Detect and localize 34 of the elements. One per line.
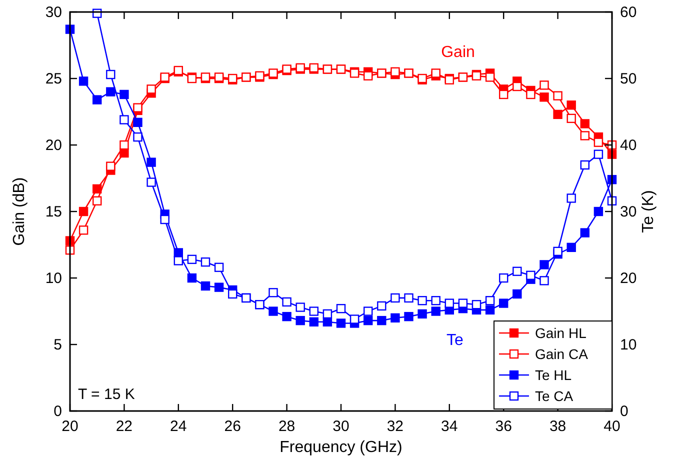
annotation: Te bbox=[446, 332, 464, 349]
y-tick-label: 0 bbox=[54, 403, 62, 420]
x-tick-label: 32 bbox=[386, 418, 404, 435]
legend-label: Gain HL bbox=[535, 325, 587, 341]
legend-label: Te CA bbox=[535, 388, 574, 404]
legend-label: Gain CA bbox=[535, 346, 589, 362]
y2-tick-label: 50 bbox=[620, 70, 637, 88]
x-tick-label: 36 bbox=[495, 418, 512, 435]
x-tick-label: 34 bbox=[441, 418, 458, 435]
y2-tick-label: 10 bbox=[620, 336, 637, 354]
annotation: T = 15 K bbox=[78, 386, 135, 403]
y-axis-title: Gain (dB) bbox=[11, 177, 28, 246]
x-tick-label: 22 bbox=[116, 418, 133, 435]
x-tick-label: 26 bbox=[224, 418, 241, 435]
x-axis-title: Frequency (GHz) bbox=[280, 439, 402, 456]
x-tick-label: 28 bbox=[278, 418, 296, 435]
y2-axis-title: Te (K) bbox=[640, 190, 657, 233]
x-tick-label: 38 bbox=[549, 418, 566, 435]
y-tick-label: 20 bbox=[45, 137, 62, 154]
x-tick-label: 40 bbox=[604, 418, 620, 435]
y2-tick-label: 40 bbox=[620, 137, 637, 154]
y2-tick-label: 0 bbox=[620, 403, 628, 420]
y2-tick-label: 30 bbox=[620, 204, 637, 220]
y-tick-label: 10 bbox=[45, 270, 62, 287]
y2-tick-label: 20 bbox=[620, 270, 637, 287]
x-tick-label: 30 bbox=[332, 418, 350, 435]
annotation: Gain bbox=[441, 44, 475, 61]
y-tick-label: 15 bbox=[45, 204, 62, 220]
legend-label: Te HL bbox=[535, 367, 572, 383]
x-tick-label: 24 bbox=[170, 418, 187, 435]
y-tick-label: 5 bbox=[54, 336, 62, 354]
y-tick-label: 30 bbox=[45, 4, 62, 21]
y-tick-label: 25 bbox=[45, 70, 62, 88]
y2-tick-label: 60 bbox=[620, 4, 637, 21]
